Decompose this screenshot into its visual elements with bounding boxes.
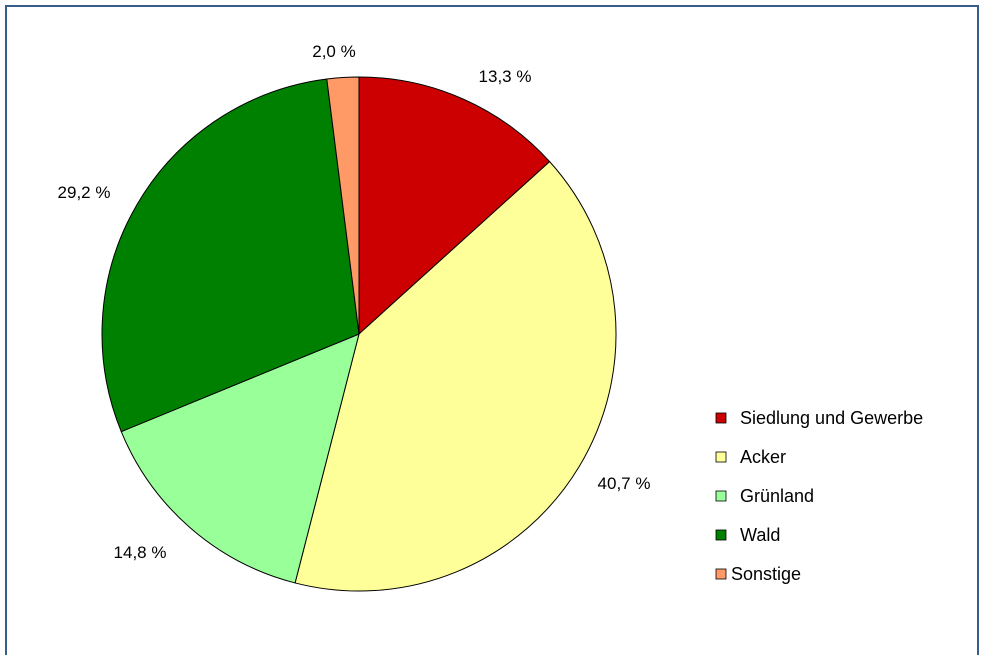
legend-label-3: Grünland [740, 486, 814, 506]
pie-value-labels: 13,3 % 40,7 % 14,8 % 29,2 % 2,0 % [58, 42, 651, 562]
slice-value-label-3: 14,8 % [114, 543, 167, 562]
legend-swatch-3 [715, 490, 727, 502]
pie-slice-4 [101, 78, 360, 433]
slice-value-label-1: 13,3 % [479, 67, 532, 86]
legend-label-4: Wald [740, 525, 780, 545]
slice-value-label-5: 2,0 % [312, 42, 355, 61]
pie-slice-1 [358, 76, 551, 336]
legend-label-2: Acker [740, 447, 786, 467]
slice-value-label-2: 40,7 % [598, 474, 651, 493]
legend-swatch-1 [715, 412, 727, 424]
pie-slice-2 [294, 160, 617, 592]
legend-label-5: Sonstige [731, 564, 801, 584]
legend: Siedlung und Gewerbe Acker Grünland Wald Son… [715, 408, 923, 584]
legend-swatch-2 [715, 451, 727, 463]
legend-swatch-5 [715, 568, 727, 580]
pie-slices [101, 76, 617, 592]
slice-value-label-4: 29,2 % [58, 183, 111, 202]
legend-label-1: Siedlung und Gewerbe [740, 408, 923, 428]
legend-swatch-4 [715, 529, 727, 541]
pie-slice-5 [326, 76, 360, 335]
pie-slice-3 [120, 333, 360, 584]
